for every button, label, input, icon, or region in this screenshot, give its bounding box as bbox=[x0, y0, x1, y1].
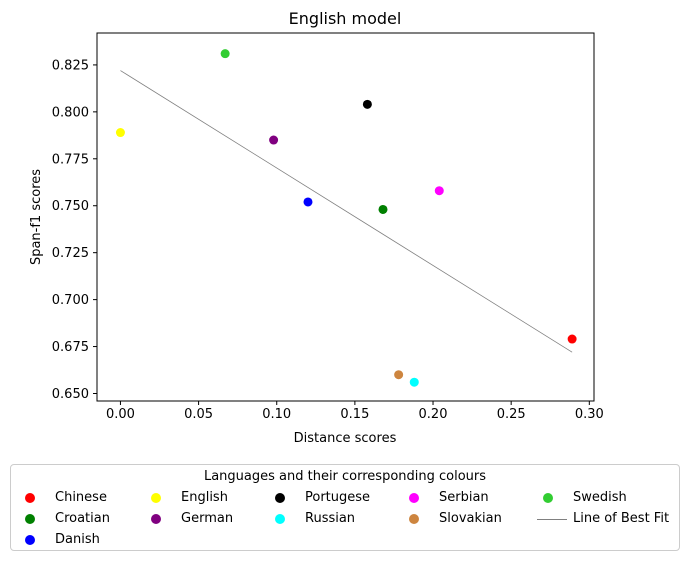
best-fit-layer bbox=[120, 70, 573, 353]
legend-label: Slovakian bbox=[439, 511, 502, 526]
y-axis-label: Span-f1 scores bbox=[29, 169, 44, 265]
x-tick-label: 0.05 bbox=[184, 407, 213, 422]
point-slovakian bbox=[394, 370, 404, 380]
legend-label: Serbian bbox=[439, 490, 489, 505]
x-tick-label: 0.20 bbox=[419, 407, 448, 422]
best-fit-line bbox=[120, 70, 573, 353]
legend-marker-swatch bbox=[409, 514, 419, 524]
point-chinese bbox=[567, 334, 577, 344]
plot-frame bbox=[96, 32, 595, 402]
legend-label: Swedish bbox=[573, 490, 627, 505]
legend-marker-swatch bbox=[409, 493, 419, 503]
legend-marker-swatch bbox=[25, 535, 35, 545]
legend-marker-swatch bbox=[543, 493, 553, 503]
legend-label: Line of Best Fit bbox=[573, 511, 670, 526]
x-tick-label: 0.30 bbox=[575, 407, 604, 422]
point-danish bbox=[303, 197, 313, 207]
point-german bbox=[269, 135, 279, 145]
y-tick-label: 0.725 bbox=[52, 246, 89, 261]
legend-title: Languages and their corresponding colour… bbox=[203, 469, 487, 484]
scatter-chart: English model 0.00 0.05 0.10 0.15 0.20 0.25 0.… bbox=[29, 9, 604, 446]
point-english bbox=[115, 128, 125, 138]
x-tick-label: 0.25 bbox=[497, 407, 526, 422]
point-swedish bbox=[220, 49, 230, 59]
legend-marker-swatch bbox=[275, 514, 285, 524]
legend-marker-swatch bbox=[25, 514, 35, 524]
legend-marker-swatch bbox=[151, 514, 161, 524]
legend-marker-swatch bbox=[151, 493, 161, 503]
x-tick-label: 0.15 bbox=[340, 407, 369, 422]
y-tick-label: 0.700 bbox=[52, 293, 89, 308]
point-russian bbox=[409, 377, 419, 387]
legend-label: Croatian bbox=[55, 511, 110, 526]
chart-title: English model bbox=[289, 9, 402, 28]
point-portugese bbox=[362, 99, 372, 109]
point-croatian bbox=[378, 204, 388, 214]
legend-line-swatch bbox=[537, 519, 567, 520]
y-tick-label: 0.675 bbox=[52, 340, 89, 355]
x-tick-label: 0.10 bbox=[262, 407, 291, 422]
point-serbian bbox=[434, 186, 444, 196]
legend-label: Chinese bbox=[55, 490, 107, 505]
y-tick-label: 0.825 bbox=[52, 58, 89, 73]
legend-marker-swatch bbox=[275, 493, 285, 503]
legend-label: Danish bbox=[55, 532, 100, 547]
x-tick-label: 0.00 bbox=[106, 407, 135, 422]
plot-area bbox=[96, 32, 595, 402]
legend: Languages and their corresponding colour… bbox=[10, 464, 680, 551]
legend-label: Portugese bbox=[305, 490, 371, 505]
legend-label: English bbox=[181, 490, 228, 505]
y-tick-label: 0.800 bbox=[52, 105, 89, 120]
points-layer bbox=[115, 49, 577, 387]
legend-label: German bbox=[181, 511, 234, 526]
x-axis: 0.00 0.05 0.10 0.15 0.20 0.25 0.30 bbox=[106, 401, 604, 422]
legend-marker-swatch bbox=[25, 493, 35, 503]
x-axis-label: Distance scores bbox=[294, 431, 397, 446]
y-axis: 0.650 0.675 0.700 0.725 0.750 0.775 0.800 0.825 bbox=[52, 58, 97, 402]
y-tick-label: 0.750 bbox=[52, 199, 89, 214]
y-tick-label: 0.775 bbox=[52, 152, 89, 167]
legend-label: Russian bbox=[305, 511, 356, 526]
y-tick-label: 0.650 bbox=[52, 387, 89, 402]
